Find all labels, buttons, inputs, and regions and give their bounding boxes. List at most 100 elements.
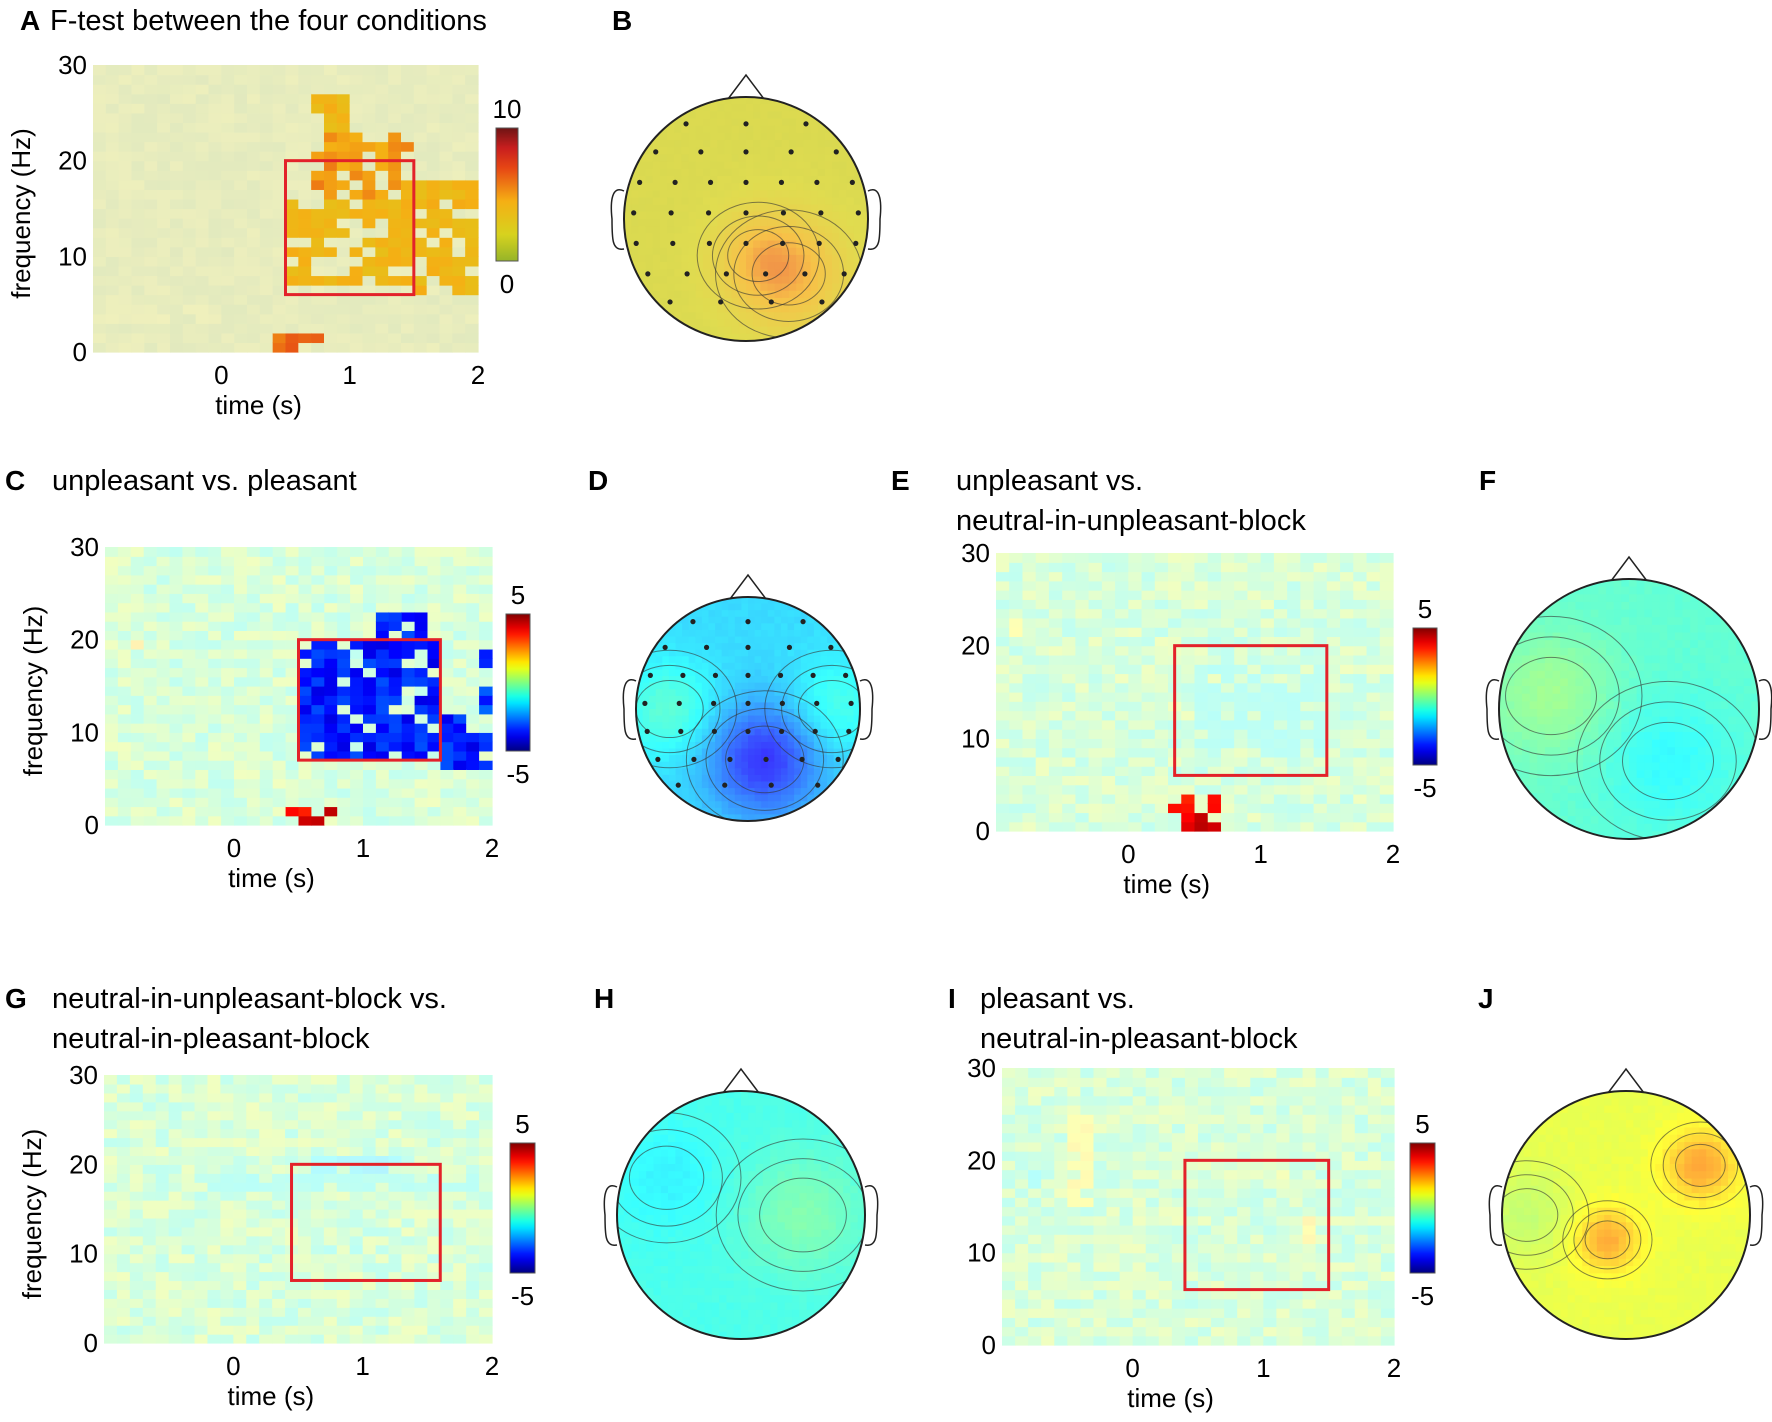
heatmap-cell	[298, 1200, 312, 1210]
heatmap-cell	[285, 1334, 299, 1344]
heatmap-cell	[375, 122, 389, 133]
panel-letter-a: A	[20, 5, 40, 36]
x-tick-label: 2	[1387, 1353, 1401, 1383]
electrode-dot	[841, 271, 847, 277]
heatmap-cell	[401, 342, 415, 353]
heatmap-cell	[1022, 599, 1037, 610]
heatmap-cell	[1260, 738, 1275, 749]
heatmap-cell	[1354, 1261, 1369, 1272]
heatmap-cell	[1276, 1095, 1291, 1106]
heatmap-cell	[439, 151, 453, 162]
heatmap-cell	[1302, 1206, 1317, 1217]
heatmap-cell	[157, 237, 171, 248]
heatmap-cell	[1198, 1271, 1212, 1281]
heatmap-cell	[1067, 1252, 1081, 1263]
heatmap-cell	[1198, 1215, 1212, 1226]
heatmap-cell	[1276, 1151, 1291, 1161]
heatmap-cell	[220, 1271, 234, 1282]
heatmap-cell	[413, 141, 428, 152]
heatmap-cell	[298, 1244, 312, 1255]
topomap-b	[610, 73, 882, 342]
heatmap-cell	[1088, 701, 1103, 712]
heatmap-cell	[1366, 590, 1381, 600]
heatmap-cell	[363, 750, 377, 761]
heatmap-cell	[234, 676, 248, 687]
heatmap-cell	[336, 1316, 351, 1326]
heatmap-cell	[157, 285, 171, 296]
heatmap-cell	[208, 265, 222, 277]
electrode-dot	[786, 644, 793, 651]
panel-title-i: neutral-in-pleasant-block	[980, 1023, 1298, 1055]
heatmap-cell	[336, 1334, 351, 1344]
heatmap-cell	[246, 574, 261, 585]
heatmap-cell	[1119, 1243, 1134, 1254]
heatmap-cell	[105, 84, 120, 95]
heatmap-cell	[144, 74, 158, 85]
heatmap-cell	[440, 1137, 454, 1148]
heatmap-cell	[129, 1101, 144, 1112]
heatmap-cell	[298, 611, 312, 622]
heatmap-cell	[440, 1128, 454, 1139]
heatmap-cell	[246, 1110, 260, 1121]
heatmap-cell	[168, 1083, 183, 1094]
heatmap-cell	[310, 1334, 325, 1344]
heatmap-cell	[1313, 571, 1328, 582]
heatmap-cell	[221, 112, 235, 123]
heatmap-cell	[375, 208, 389, 219]
heatmap-cell	[1367, 1151, 1382, 1161]
heatmap-cell	[182, 602, 196, 613]
heatmap-cell	[1328, 1114, 1343, 1124]
heatmap-cell	[246, 648, 261, 659]
heatmap-cell	[259, 1155, 273, 1165]
heatmap-cell	[479, 1307, 493, 1317]
heatmap-cell	[362, 1307, 377, 1317]
heatmap-cell	[143, 806, 158, 817]
heatmap-cell	[105, 237, 120, 248]
heatmap-cell	[1062, 738, 1076, 749]
heatmap-cell	[131, 294, 145, 305]
heatmap-cell	[1313, 701, 1328, 712]
heatmap-cell	[118, 275, 133, 286]
heatmap-cell	[324, 285, 338, 296]
heatmap-cell	[272, 787, 287, 798]
heatmap-cell	[388, 112, 402, 123]
heatmap-cell	[1220, 580, 1235, 591]
heatmap-cell	[1101, 803, 1116, 814]
heatmap-cell	[362, 179, 376, 190]
heatmap-cell	[142, 1307, 157, 1317]
heatmap-cell	[208, 806, 222, 817]
heatmap-cell	[1250, 1298, 1264, 1309]
heatmap-cell	[195, 797, 209, 808]
heatmap-cell	[1067, 1206, 1081, 1217]
heatmap-cell	[1313, 562, 1328, 573]
heatmap-cell	[169, 667, 183, 678]
heatmap-cell	[427, 1101, 441, 1112]
heatmap-cell	[479, 769, 493, 780]
heatmap-cell	[1101, 747, 1116, 758]
heatmap-cell	[1048, 682, 1063, 693]
heatmap-cell	[452, 323, 466, 334]
heatmap-cell	[1154, 664, 1169, 675]
heatmap-cell	[452, 179, 466, 190]
heatmap-cell	[1353, 673, 1368, 684]
heatmap-cell	[195, 556, 209, 567]
electrode-dot	[788, 149, 794, 155]
y-axis-label: frequency (Hz)	[6, 128, 36, 299]
heatmap-cell	[221, 227, 235, 238]
electrode-dot	[705, 210, 712, 216]
heatmap-cell	[259, 208, 274, 219]
heatmap-cell	[1302, 1261, 1317, 1272]
heatmap-cell	[131, 65, 145, 76]
heatmap-cell	[1009, 747, 1024, 758]
heatmap-cell	[427, 1155, 441, 1165]
heatmap-cell	[362, 246, 376, 257]
heatmap-cell	[440, 741, 454, 752]
heatmap-cell	[336, 208, 351, 219]
heatmap-cell	[298, 1146, 312, 1156]
heatmap-cell	[144, 246, 158, 257]
heatmap-cell	[1002, 1206, 1016, 1217]
heatmap-cell	[1158, 1160, 1173, 1171]
heatmap-cell	[1198, 1243, 1212, 1254]
heatmap-cell	[129, 1298, 144, 1308]
heatmap-cell	[285, 275, 299, 286]
